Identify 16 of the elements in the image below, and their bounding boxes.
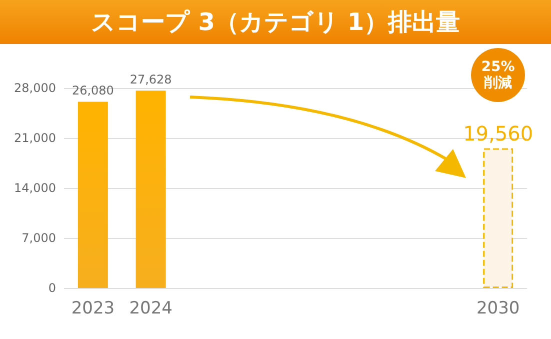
annotation: 25%削減: [481, 59, 515, 91]
x-tick-label: 2023: [71, 298, 115, 318]
bar: [136, 90, 166, 288]
data-label: 27,628: [130, 72, 172, 87]
bar: [78, 102, 108, 288]
y-tick-label: 7,000: [22, 231, 56, 245]
data-label: 26,080: [72, 84, 114, 98]
x-tick-label: 2024: [129, 298, 172, 318]
y-tick-label: 0: [48, 281, 56, 295]
y-tick-label: 28,000: [14, 81, 56, 95]
y-tick-label: 21,000: [14, 131, 56, 145]
y-tick-label: 14,000: [14, 181, 56, 195]
chart-title: スコープ 3（カテゴリ 1）排出量: [0, 0, 551, 44]
bar: [483, 148, 514, 288]
data-label: 19,560: [463, 121, 534, 146]
x-tick-label: 2030: [476, 298, 520, 318]
